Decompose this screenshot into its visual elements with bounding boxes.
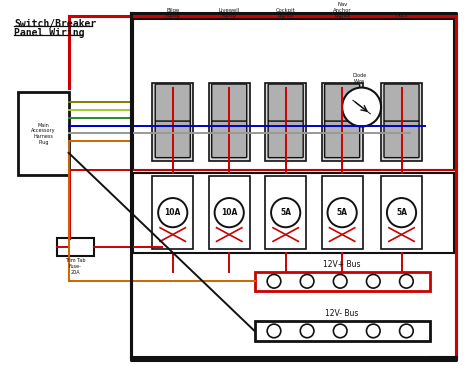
Text: Bilge
Pump: Bilge Pump: [165, 8, 180, 18]
Circle shape: [366, 274, 380, 288]
FancyBboxPatch shape: [384, 84, 419, 121]
Circle shape: [158, 198, 187, 227]
FancyBboxPatch shape: [381, 176, 422, 249]
Text: Nav
Anchor
Lights: Nav Anchor Lights: [333, 2, 351, 18]
FancyBboxPatch shape: [384, 121, 419, 158]
FancyBboxPatch shape: [212, 84, 247, 121]
FancyBboxPatch shape: [255, 321, 430, 341]
FancyBboxPatch shape: [155, 84, 190, 121]
FancyBboxPatch shape: [265, 83, 306, 161]
Text: 10A: 10A: [164, 208, 181, 217]
Circle shape: [300, 324, 314, 338]
Text: Diode
Wire: Diode Wire: [353, 73, 367, 84]
FancyBboxPatch shape: [209, 176, 250, 249]
Text: 10A: 10A: [221, 208, 237, 217]
FancyBboxPatch shape: [322, 83, 363, 161]
Circle shape: [342, 88, 381, 127]
FancyBboxPatch shape: [322, 176, 363, 249]
FancyBboxPatch shape: [325, 84, 360, 121]
Text: 12V- Bus: 12V- Bus: [326, 309, 359, 318]
FancyBboxPatch shape: [133, 173, 454, 253]
Circle shape: [400, 324, 413, 338]
Text: 5A: 5A: [337, 208, 347, 217]
Circle shape: [271, 198, 300, 227]
FancyBboxPatch shape: [57, 238, 94, 256]
Text: 5A: 5A: [280, 208, 291, 217]
Circle shape: [300, 274, 314, 288]
Circle shape: [333, 324, 347, 338]
FancyBboxPatch shape: [381, 83, 422, 161]
FancyBboxPatch shape: [268, 121, 303, 158]
FancyBboxPatch shape: [325, 121, 360, 158]
Text: Panel Wiring: Panel Wiring: [14, 28, 84, 38]
Circle shape: [267, 274, 281, 288]
Circle shape: [387, 198, 416, 227]
FancyBboxPatch shape: [268, 84, 303, 121]
FancyBboxPatch shape: [133, 19, 454, 170]
Text: 5A: 5A: [396, 208, 407, 217]
FancyBboxPatch shape: [155, 121, 190, 158]
FancyBboxPatch shape: [212, 121, 247, 158]
Text: Horn: Horn: [395, 14, 408, 18]
Circle shape: [333, 274, 347, 288]
Circle shape: [328, 198, 357, 227]
Text: Trim Tab
Fuse-
20A: Trim Tab Fuse- 20A: [65, 258, 86, 274]
FancyBboxPatch shape: [152, 176, 193, 249]
Circle shape: [215, 198, 244, 227]
Text: Livewell
Pump: Livewell Pump: [219, 8, 240, 18]
FancyBboxPatch shape: [255, 272, 430, 291]
Text: Switch/Breaker: Switch/Breaker: [14, 19, 96, 30]
FancyBboxPatch shape: [209, 83, 250, 161]
Circle shape: [366, 324, 380, 338]
Text: 12V+ Bus: 12V+ Bus: [323, 260, 361, 269]
Circle shape: [400, 274, 413, 288]
Text: Cockpit
Lights: Cockpit Lights: [276, 8, 296, 18]
FancyBboxPatch shape: [265, 176, 306, 249]
Circle shape: [267, 324, 281, 338]
FancyBboxPatch shape: [18, 92, 69, 175]
FancyBboxPatch shape: [152, 83, 193, 161]
Text: Main
Accessory
Harness
Plug: Main Accessory Harness Plug: [31, 123, 55, 145]
